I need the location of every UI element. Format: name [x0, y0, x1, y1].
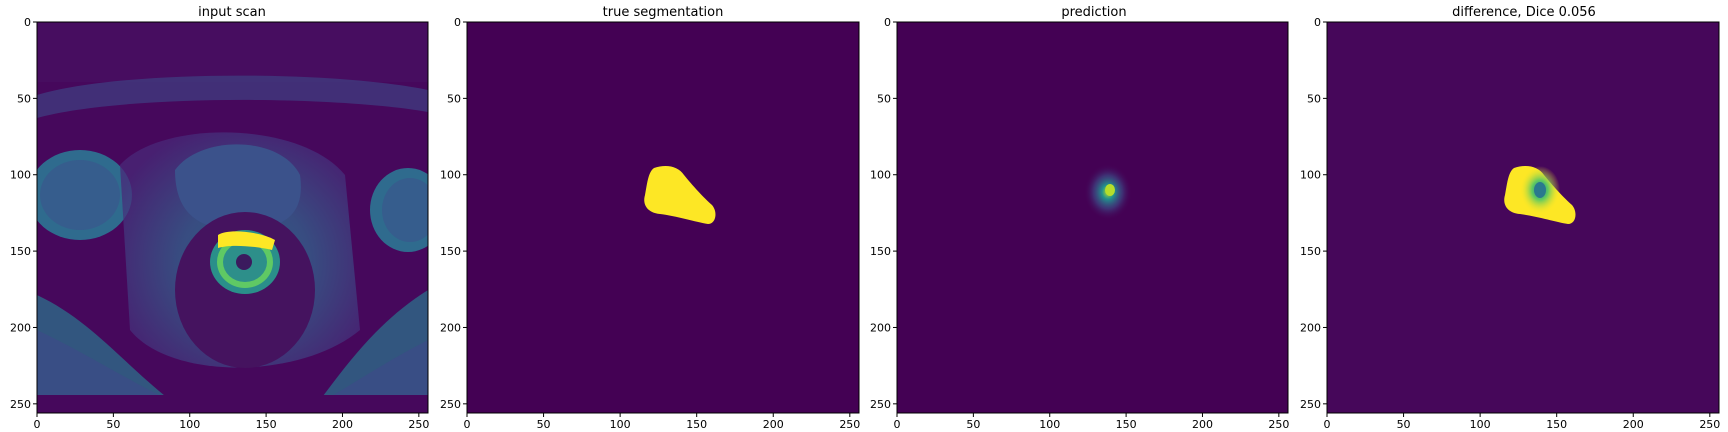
y-tick-label: 0	[454, 16, 461, 29]
panel-difference: difference, Dice 0.056	[1327, 5, 1719, 413]
x-tick-label: 100	[179, 418, 200, 431]
mri-image	[37, 22, 428, 413]
y-tick-label: 200	[10, 321, 31, 334]
y-tick-label: 50	[1307, 92, 1321, 105]
y-tick-label: 0	[24, 16, 31, 29]
x-tick-label: 200	[332, 418, 353, 431]
panel-title-true-segmentation: true segmentation	[603, 5, 724, 20]
axes-frame	[1326, 21, 1720, 414]
y-tick-label: 200	[1300, 321, 1321, 334]
segmentation-mask-image	[467, 22, 859, 413]
x-tick-label: 50	[537, 418, 551, 431]
y-tick-label: 250	[1300, 398, 1321, 411]
x-tick-label: 250	[1268, 418, 1289, 431]
y-tick-label: 250	[440, 398, 461, 411]
panel-title-input-scan: input scan	[198, 5, 266, 20]
x-tick-label: 150	[1546, 418, 1567, 431]
x-tick-label: 0	[34, 418, 41, 431]
y-tick-label: 100	[440, 169, 461, 182]
x-tick-label: 0	[894, 418, 901, 431]
y-tick-label: 250	[10, 398, 31, 411]
x-tick-label: 200	[1623, 418, 1644, 431]
y-tick-label: 150	[1300, 245, 1321, 258]
y-tick-label: 200	[870, 321, 891, 334]
x-tick-label: 0	[464, 418, 471, 431]
x-tick-label: 0	[1324, 418, 1331, 431]
y-tick-label: 100	[870, 169, 891, 182]
x-tick-label: 250	[1699, 418, 1720, 431]
x-tick-label: 50	[1397, 418, 1411, 431]
x-tick-label: 150	[1116, 418, 1137, 431]
axes-frame	[36, 21, 429, 414]
x-tick-label: 50	[106, 418, 120, 431]
y-tick-label: 150	[870, 245, 891, 258]
y-tick-label: 100	[1300, 169, 1321, 182]
y-tick-label: 0	[1314, 16, 1321, 29]
x-tick-label: 250	[408, 418, 429, 431]
x-tick-label: 100	[610, 418, 631, 431]
x-tick-label: 150	[686, 418, 707, 431]
y-tick-label: 250	[870, 398, 891, 411]
panel-title-prediction: prediction	[1061, 5, 1126, 20]
x-tick-label: 50	[966, 418, 980, 431]
y-tick-label: 0	[884, 16, 891, 29]
x-tick-label: 100	[1470, 418, 1491, 431]
y-tick-label: 200	[440, 321, 461, 334]
x-tick-label: 200	[1192, 418, 1213, 431]
y-tick-label: 50	[447, 92, 461, 105]
prediction-image	[897, 22, 1288, 413]
y-tick-label: 50	[17, 92, 31, 105]
y-tick-label: 150	[10, 245, 31, 258]
difference-image	[1327, 22, 1719, 413]
panel-prediction: prediction	[897, 5, 1288, 413]
x-tick-label: 150	[256, 418, 277, 431]
panel-input-scan: input scan	[37, 5, 428, 413]
axes-frame	[896, 21, 1289, 414]
y-tick-label: 150	[440, 245, 461, 258]
x-tick-label: 250	[839, 418, 860, 431]
y-tick-label: 50	[877, 92, 891, 105]
panel-title-difference: difference, Dice 0.056	[1452, 5, 1596, 20]
axes-frame	[466, 21, 860, 414]
x-tick-label: 200	[763, 418, 784, 431]
x-tick-label: 100	[1039, 418, 1060, 431]
panel-true-segmentation: true segmentation	[467, 5, 859, 413]
y-tick-label: 100	[10, 169, 31, 182]
